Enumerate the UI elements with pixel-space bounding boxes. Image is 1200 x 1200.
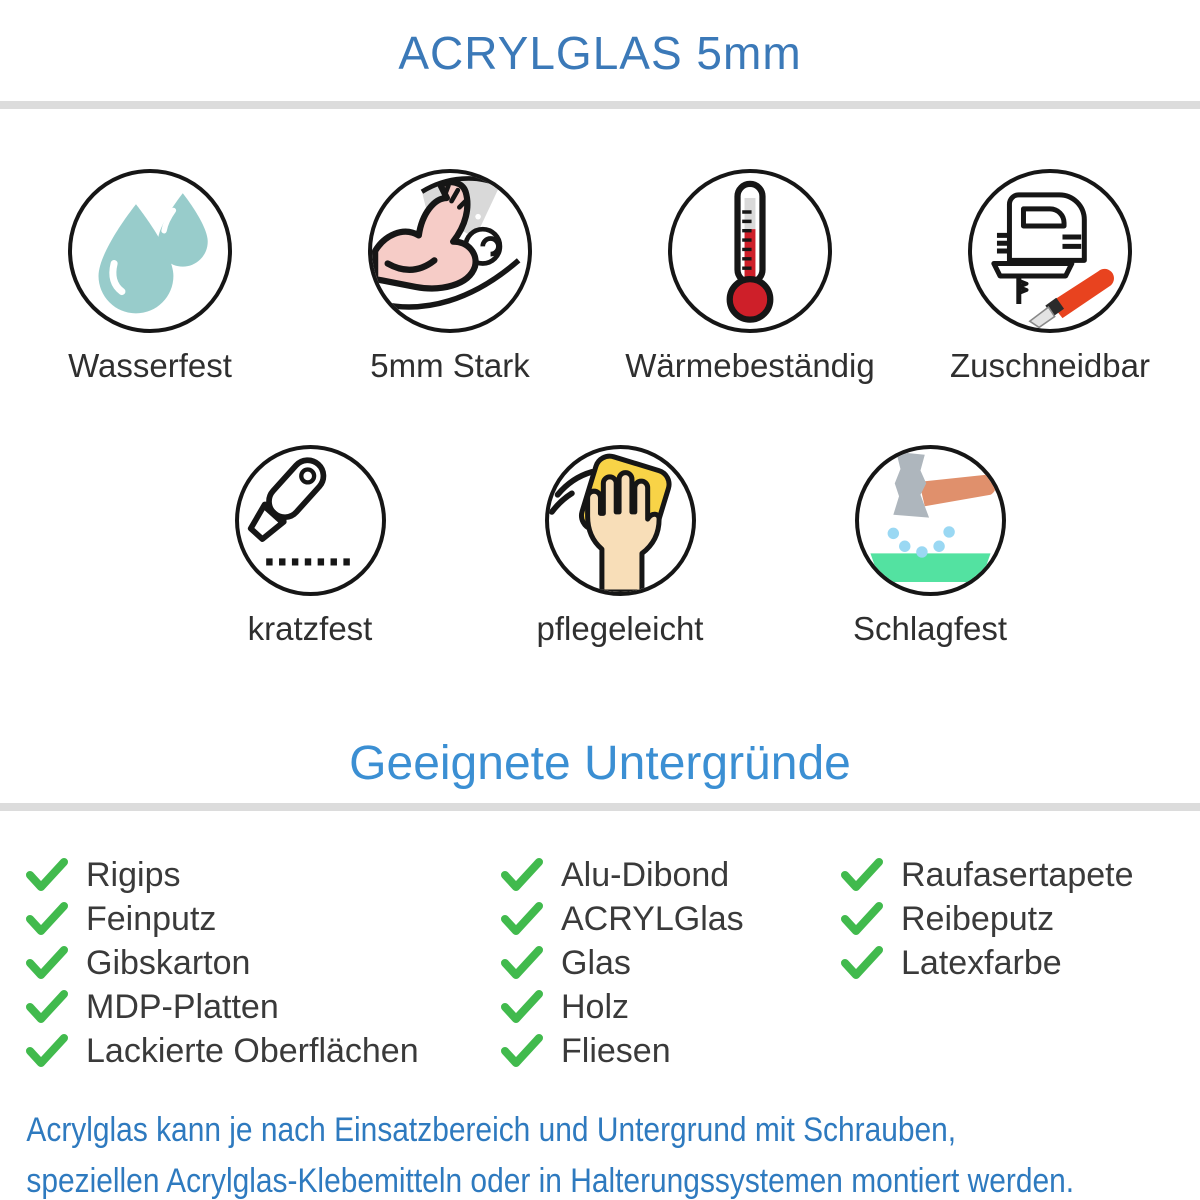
check-icon [841, 946, 883, 979]
footer-line-2: speziellen Acrylglas-Klebemitteln oder i… [26, 1162, 1075, 1200]
feature-label: Wärmebeständig [625, 347, 875, 384]
check-icon [26, 902, 68, 935]
check-icon [501, 858, 543, 891]
substrate-item: Rigips [25, 853, 500, 897]
water-drops-icon [68, 169, 232, 333]
substrate-column-3: Raufasertapete Reibeputz Latexfarbe [840, 853, 1134, 1073]
page-title: ACRYLGLAS 5mm [398, 27, 802, 79]
footer-line-1: Acrylglas kann je nach Einsatzbereich un… [26, 1111, 957, 1149]
flexed-arm-sheet-icon [368, 169, 532, 333]
check-icon [501, 990, 543, 1023]
substrate-label: Fliesen [561, 1031, 671, 1070]
substrate-column-2: Alu-Dibond ACRYLGlas Glas Holz Fliesen [500, 853, 840, 1073]
feature-schlagfest: Schlagfest [780, 445, 1080, 648]
feature-label: kratzfest [247, 610, 373, 647]
substrate-label: Rigips [86, 855, 181, 894]
substrate-item: Fliesen [500, 1029, 840, 1073]
check-icon [26, 858, 68, 891]
substrate-item: Reibeputz [840, 897, 1134, 941]
substrate-label: Raufasertapete [901, 855, 1134, 894]
feature-pflegeleicht: pflegeleicht [470, 445, 770, 648]
substrates-list: Rigips Feinputz Gibskarton MDP-Platten L… [0, 853, 1200, 1073]
feature-label: Wasserfest [68, 347, 232, 384]
substrate-item: Holz [500, 985, 840, 1029]
check-icon [841, 858, 883, 891]
utility-knife-icon [234, 445, 386, 596]
check-icon [841, 902, 883, 935]
feature-label: Schlagfest [852, 610, 1008, 647]
substrate-label: Lackierte Oberflächen [86, 1031, 419, 1070]
substrate-column-1: Rigips Feinputz Gibskarton MDP-Platten L… [25, 853, 500, 1073]
substrate-label: Latexfarbe [901, 943, 1062, 982]
substrate-item: Raufasertapete [840, 853, 1134, 897]
feature-row-1: Wasserfest 5mm Stark [0, 169, 1200, 385]
substrate-label: Holz [561, 987, 630, 1026]
feature-zuschneidbar: Zuschneidbar [900, 169, 1200, 385]
substrates-heading: Geeignete Untergründe [349, 737, 851, 790]
feature-label: pflegeleicht [536, 610, 704, 647]
check-icon [501, 902, 543, 935]
check-icon [501, 1034, 543, 1067]
jigsaw-cutter-icon [968, 169, 1132, 333]
hammer-impact-icon [854, 445, 1006, 596]
substrate-item: Alu-Dibond [500, 853, 840, 897]
substrate-label: ACRYLGlas [561, 899, 744, 938]
feature-row-2: kratzfest pflegeleicht Schlagfe [20, 445, 1200, 648]
substrate-label: MDP-Platten [86, 987, 279, 1026]
check-icon [26, 1034, 68, 1067]
substrate-label: Gibskarton [86, 943, 251, 982]
substrate-label: Reibeputz [901, 899, 1055, 938]
substrate-item: Glas [500, 941, 840, 985]
check-icon [26, 990, 68, 1023]
substrate-item: Lackierte Oberflächen [25, 1029, 500, 1073]
divider-substrates [0, 803, 1200, 811]
feature-wasserfest: Wasserfest [0, 169, 300, 385]
substrate-item: Latexfarbe [840, 941, 1134, 985]
substrate-item: ACRYLGlas [500, 897, 840, 941]
thermometer-icon [668, 169, 832, 333]
divider-top [0, 101, 1200, 109]
check-icon [501, 946, 543, 979]
substrate-label: Feinputz [86, 899, 217, 938]
substrate-item: MDP-Platten [25, 985, 500, 1029]
substrate-item: Feinputz [25, 897, 500, 941]
feature-label: Zuschneidbar [950, 347, 1150, 384]
footer-note: Acrylglas kann je nach Einsatzbereich un… [0, 1105, 1075, 1200]
feature-5mm-stark: 5mm Stark [300, 169, 600, 385]
substrate-item: Gibskarton [25, 941, 500, 985]
hand-cloth-icon [544, 445, 696, 596]
substrate-label: Glas [561, 943, 631, 982]
feature-kratzfest: kratzfest [160, 445, 460, 648]
feature-waermebestaendig: Wärmebeständig [600, 169, 900, 385]
check-icon [26, 946, 68, 979]
feature-label: 5mm Stark [370, 347, 530, 384]
substrate-label: Alu-Dibond [561, 855, 730, 894]
